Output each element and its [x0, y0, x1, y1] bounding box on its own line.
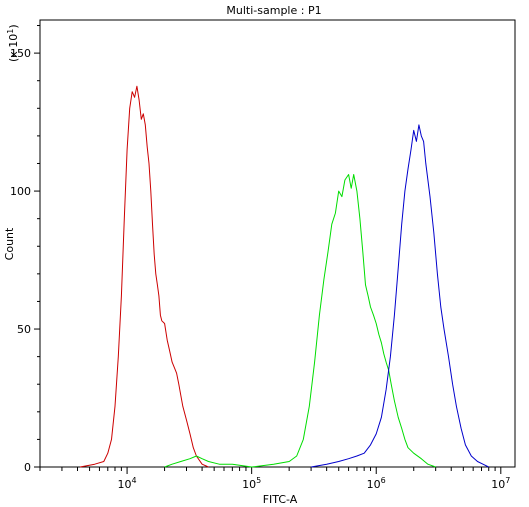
series-line-3 [311, 124, 489, 468]
x-tick-label: 106 [367, 476, 386, 491]
y-scale-note: (x 101) [6, 24, 20, 62]
y-tick-label: 0 [24, 461, 31, 474]
x-axis-ticks: 104 105 106 107 [39, 467, 510, 491]
chart-title: Multi-sample : P1 [226, 4, 321, 17]
series-line-1 [80, 85, 209, 468]
y-axis-label: Count [3, 227, 16, 260]
x-tick-label: 105 [242, 476, 261, 491]
series-layer [80, 85, 489, 468]
y-tick-label: 100 [10, 185, 31, 198]
x-tick-label: 104 [118, 476, 137, 491]
series-line-2 [164, 174, 436, 468]
plot-frame [39, 19, 516, 468]
x-axis-label: FITC-A [263, 493, 298, 506]
x-tick-label: 107 [491, 476, 510, 491]
y-tick-label: 50 [17, 323, 31, 336]
y-tick-label: 150 [10, 47, 31, 60]
y-axis-ticks: 0 50 100 150 [10, 25, 40, 474]
